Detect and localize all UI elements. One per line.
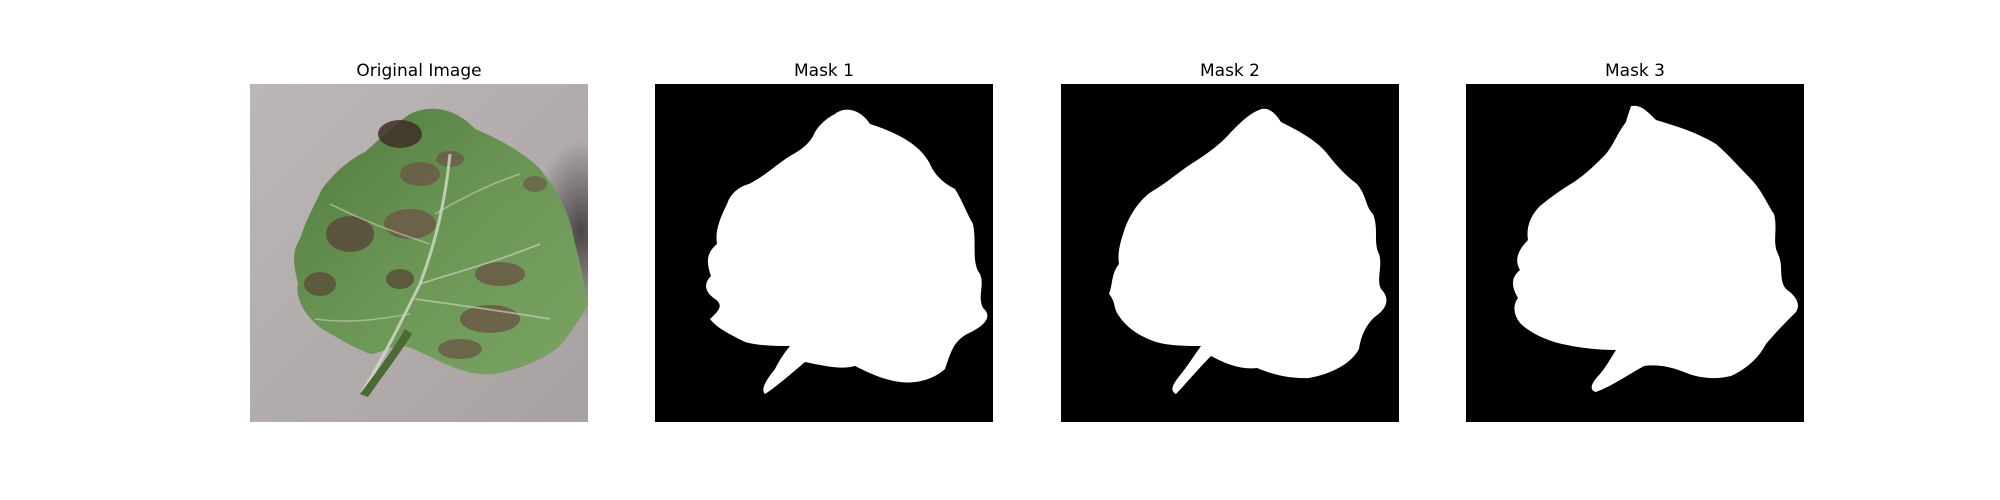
mask-2-image bbox=[1061, 84, 1399, 422]
original-leaf-photo bbox=[250, 84, 588, 422]
panel-title: Mask 2 bbox=[1199, 61, 1260, 81]
mask-1-image bbox=[655, 84, 993, 422]
panel-title: Mask 3 bbox=[1604, 61, 1665, 81]
mask-3-image bbox=[1466, 84, 1804, 422]
panel-title: Original Image bbox=[356, 61, 482, 81]
original-image-panel: Original Image bbox=[250, 58, 588, 422]
mask-1-panel: Mask 1 bbox=[655, 58, 993, 422]
panel-title: Mask 1 bbox=[793, 61, 854, 81]
mask-3-panel: Mask 3 bbox=[1466, 58, 1804, 422]
mask-2-panel: Mask 2 bbox=[1061, 58, 1399, 422]
